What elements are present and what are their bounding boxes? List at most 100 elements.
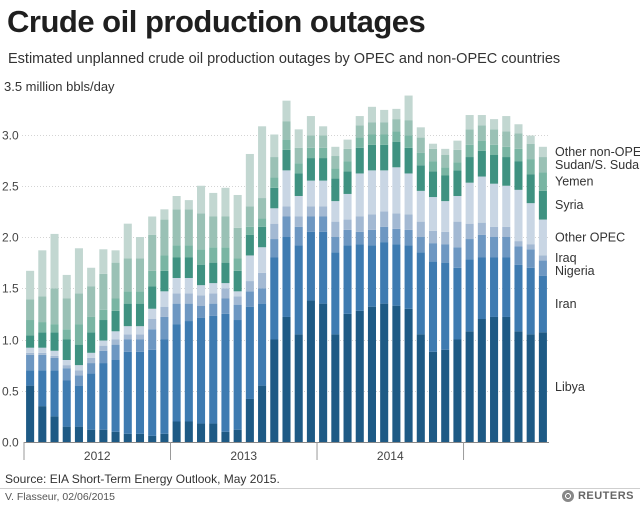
bar-segment-iraq	[306, 206, 315, 217]
bar-segment-syria	[306, 158, 315, 181]
bar-segment-nigeria	[526, 249, 535, 268]
bar-segment-iran	[160, 339, 169, 434]
bar-segment-sudan-s-sudan	[538, 157, 547, 173]
bar-stack	[343, 139, 352, 443]
bar-segment-sudan-s-sudan	[526, 143, 535, 160]
bar-segment-other-non-opec	[26, 270, 35, 300]
bar-segment-iran	[526, 267, 535, 335]
bar-segment-yemen	[87, 316, 96, 333]
bar-segment-syria	[343, 171, 352, 194]
bar-segment-yemen	[502, 146, 511, 158]
bar-segment-iraq	[270, 223, 279, 240]
bar-segment-other-non-opec	[404, 95, 413, 121]
bar-segment-nigeria	[87, 363, 96, 374]
bar-stack	[538, 146, 547, 442]
bar-segment-iran	[50, 370, 59, 417]
bar-stack	[87, 267, 96, 442]
y-tick-label: 3.0	[2, 129, 19, 143]
bar-segment-libya	[197, 423, 206, 442]
bar-stacks	[26, 95, 547, 443]
bar-segment-iran	[172, 324, 181, 422]
bar-segment-libya	[514, 331, 523, 442]
bar-stack	[172, 196, 181, 442]
bar-segment-iraq	[111, 339, 120, 345]
bar-segment-other-opec	[477, 176, 486, 223]
bar-segment-sudan-s-sudan	[184, 209, 193, 246]
bar-segment-nigeria	[428, 243, 438, 262]
bar-segment-other-non-opec	[428, 143, 438, 149]
bar-segment-nigeria	[270, 239, 279, 258]
bar-segment-sudan-s-sudan	[62, 298, 71, 330]
bar-segment-libya	[428, 351, 438, 442]
bar-segment-iraq	[233, 296, 242, 305]
bar-segment-other-non-opec	[416, 127, 425, 138]
y-tick-label: 2.0	[2, 231, 19, 245]
bar-segment-sudan-s-sudan	[404, 120, 413, 136]
bar-segment-libya	[343, 313, 352, 443]
bar-segment-nigeria	[184, 303, 193, 322]
bar-segment-nigeria	[294, 226, 303, 246]
bar-segment-nigeria	[465, 239, 474, 260]
bar-segment-iran	[306, 231, 315, 301]
bar-segment-other-opec	[428, 197, 438, 231]
bar-segment-other-non-opec	[245, 153, 254, 207]
bar-segment-other-opec	[123, 326, 132, 335]
bar-segment-iran	[87, 373, 96, 430]
series-label-yemen: Yemen	[555, 175, 594, 189]
bar-stack	[465, 115, 474, 442]
bar-segment-iraq	[502, 226, 511, 237]
bar-segment-other-non-opec	[441, 148, 450, 155]
bar-segment-other-opec	[258, 247, 267, 273]
bar-segment-other-opec	[111, 331, 120, 340]
bar-segment-sudan-s-sudan	[123, 258, 132, 292]
bar-segment-other-opec	[184, 278, 193, 294]
bar-stack	[38, 250, 47, 443]
bar-segment-yemen	[538, 172, 547, 191]
bar-segment-other-non-opec	[221, 187, 230, 217]
bar-segment-nigeria	[148, 329, 157, 350]
bar-segment-syria	[87, 332, 96, 353]
bar-segment-other-opec	[343, 193, 352, 220]
chart-subtitle: Estimated unplanned crude oil production…	[8, 51, 561, 67]
bar-segment-iraq	[74, 370, 83, 376]
bar-segment-other-non-opec	[270, 134, 279, 158]
bar-segment-yemen	[514, 148, 523, 162]
bar-segment-sudan-s-sudan	[490, 129, 499, 145]
bar-segment-syria	[538, 190, 547, 220]
bar-segment-other-non-opec	[367, 106, 376, 123]
bar-segment-other-non-opec	[355, 116, 364, 126]
bar-segment-iran	[465, 259, 474, 332]
bar-segment-other-non-opec	[526, 135, 535, 144]
bar-segment-iraq	[367, 214, 376, 230]
bar-stack	[502, 116, 511, 442]
bar-segment-other-non-opec	[123, 223, 132, 259]
bar-segment-other-non-opec	[538, 146, 547, 158]
bar-segment-yemen	[38, 322, 47, 333]
bar-segment-other-opec	[294, 196, 303, 217]
bar-segment-other-opec	[538, 219, 547, 256]
bar-segment-yemen	[490, 144, 499, 155]
bar-segment-iran	[490, 257, 499, 317]
bar-segment-other-non-opec	[50, 233, 59, 289]
bar-segment-iran	[355, 244, 364, 311]
bar-stack	[148, 216, 157, 442]
bar-segment-other-non-opec	[319, 126, 328, 136]
bar-segment-sudan-s-sudan	[172, 209, 181, 246]
bar-segment-libya	[123, 433, 132, 442]
bar-segment-nigeria	[453, 247, 462, 268]
bar-segment-iraq	[50, 355, 59, 358]
bar-segment-iraq	[428, 230, 438, 244]
bar-segment-syria	[221, 262, 230, 284]
bar-segment-yemen	[526, 159, 535, 175]
bar-stack	[245, 153, 254, 442]
bar-segment-syria	[148, 286, 157, 309]
bar-segment-libya	[135, 433, 145, 442]
bar-segment-other-non-opec	[197, 185, 206, 214]
chart-title: Crude oil production outages	[7, 4, 426, 39]
bar-segment-sudan-s-sudan	[367, 122, 376, 135]
bar-segment-other-opec	[50, 350, 59, 356]
bar-segment-nigeria	[502, 237, 511, 258]
bar-segment-other-non-opec	[306, 116, 315, 136]
bar-stack	[74, 248, 83, 443]
bar-segment-iran	[282, 237, 291, 317]
